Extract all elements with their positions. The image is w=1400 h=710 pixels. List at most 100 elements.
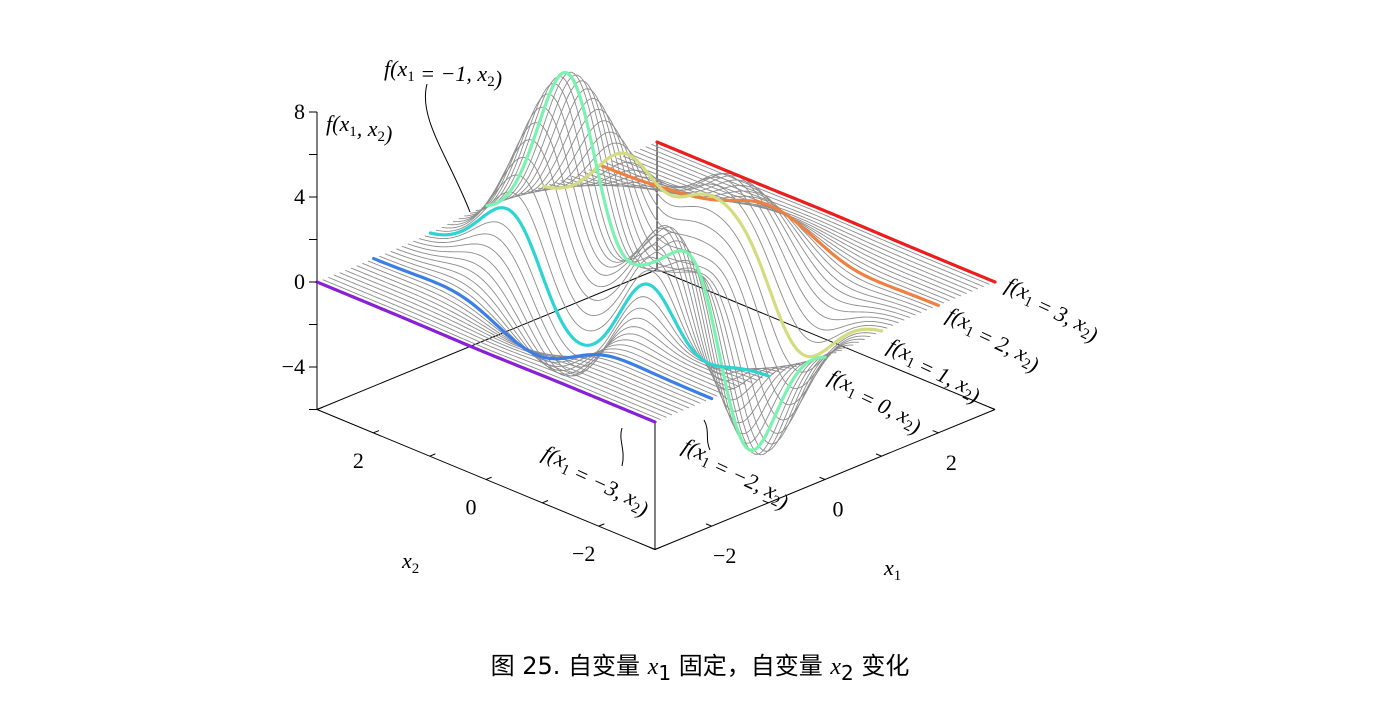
- label-var: x: [476, 61, 487, 86]
- mesh-curve: [396, 248, 735, 390]
- x1-tick: [762, 500, 769, 504]
- slice-curve-x1-3: [655, 140, 997, 284]
- leader-line: [620, 427, 624, 467]
- label-var: x: [367, 116, 378, 141]
- mesh-curve: [384, 253, 724, 395]
- x2-tick: [542, 500, 549, 504]
- mesh-curve: [554, 169, 894, 331]
- x2-tick: [373, 430, 380, 434]
- x1-tick: [875, 453, 882, 457]
- z-tick-label: 0: [294, 269, 305, 294]
- mesh-curve: [418, 233, 758, 381]
- leader-line: [425, 83, 471, 213]
- mesh-curve: [401, 245, 741, 388]
- label-subscript: 2: [412, 561, 420, 577]
- slice-curve-x1-m2: [372, 256, 714, 401]
- slice-label-x1-m1: f(x1 = −1, x2): [384, 56, 502, 91]
- z-tick-label: 4: [294, 184, 305, 209]
- slice-curve-x1-0: [485, 70, 827, 453]
- mesh-curve: [481, 75, 820, 444]
- slice-label-x1-0: f(x1 = 0, x2): [821, 364, 929, 439]
- mesh-curve: [549, 161, 888, 343]
- mesh-curve: [515, 98, 854, 434]
- mesh-curve: [628, 153, 967, 295]
- label-var: x: [396, 56, 407, 81]
- caption-sub2: 2: [841, 660, 854, 685]
- mesh-curve: [475, 83, 814, 435]
- x2-tick: [429, 453, 436, 457]
- x1-tick-label: −2: [713, 543, 736, 568]
- mesh-curve: [328, 276, 667, 418]
- mesh-curve: [345, 269, 684, 411]
- mesh-curve: [498, 74, 837, 456]
- z-tick-label: 8: [294, 99, 305, 124]
- label-text: = −1,: [415, 61, 478, 86]
- mesh-curve: [356, 265, 695, 407]
- slice-annotations: f(x1 = −3, x2)f(x1 = −2, x2)f(x1 = −1, x…: [384, 56, 1102, 522]
- slice-label-x1-m2: f(x1 = −2, x2): [675, 433, 797, 515]
- mesh-curve: [452, 139, 792, 390]
- label-subscript: 1: [349, 124, 357, 140]
- label-text: f(: [384, 56, 399, 81]
- slice-curve-x1-1: [542, 151, 884, 359]
- mesh-curve: [634, 150, 973, 292]
- axis-labels: x2 x1f(x1, x2): [326, 111, 901, 584]
- label-text: ,: [357, 116, 368, 141]
- mesh-curve: [339, 272, 678, 414]
- label-var: x: [883, 555, 894, 580]
- x2-tick: [316, 406, 323, 410]
- slice-curve-x1-m1: [428, 206, 770, 378]
- mesh-curve: [651, 143, 990, 285]
- label-text: ): [383, 121, 392, 146]
- mesh-curve: [645, 146, 984, 288]
- label-subscript: 1: [407, 69, 415, 85]
- axes-frame: [316, 112, 996, 550]
- x1-tick: [819, 476, 826, 480]
- x1-tick: [705, 523, 712, 527]
- caption-suffix: 变化: [853, 652, 910, 680]
- mesh-curve: [390, 250, 729, 392]
- mesh-curve: [367, 260, 707, 402]
- figure-caption: 图 25. 自变量 x1 固定，自变量 x2 变化: [0, 646, 1400, 685]
- label-text: f(: [326, 111, 341, 136]
- label-text: ): [493, 66, 502, 91]
- x1-tick-label: 2: [946, 450, 957, 475]
- caption-middle: 固定，自变量: [671, 652, 831, 680]
- slice-label-x1-2: f(x1 = 2, x2): [939, 302, 1047, 377]
- slice-curve-x1-m3: [315, 280, 657, 424]
- mesh-curve: [322, 279, 661, 421]
- label-subscript: 2: [377, 129, 385, 145]
- z-axis-label: f(x1, x2): [326, 111, 392, 146]
- x2-tick: [598, 523, 605, 527]
- x2-tick-label: 2: [353, 448, 364, 473]
- mesh-curve: [611, 160, 950, 302]
- label-subscript: 1: [894, 568, 902, 584]
- mesh-curve: [639, 148, 979, 290]
- z-tick-label: −4: [282, 354, 305, 379]
- mesh-curve: [333, 274, 673, 416]
- label-subscript: 2: [487, 74, 495, 90]
- label-var: x: [338, 111, 349, 136]
- mesh-curve: [492, 71, 831, 455]
- leader-line: [703, 419, 711, 451]
- label-var: x: [401, 548, 412, 573]
- mesh-curve: [435, 191, 775, 375]
- label-text: = −2,: [705, 450, 772, 499]
- x1-axis-label: x1: [883, 555, 901, 584]
- caption-prefix: 图 25. 自变量: [490, 652, 648, 680]
- x2-tick-label: −2: [572, 541, 595, 566]
- x2-tick: [485, 476, 492, 480]
- x1-tick: [932, 430, 939, 434]
- x2-tick: [654, 546, 661, 550]
- x1-tick: [649, 546, 656, 550]
- mesh-curve: [469, 93, 809, 424]
- x2-axis-label: x2: [401, 548, 419, 577]
- mesh-curve: [594, 167, 933, 309]
- x1-tick-label: 0: [832, 496, 843, 521]
- axis-ticks: −4 0 4 8 −2 0 2 −2 0 2: [282, 99, 996, 568]
- slice-label-x1-m3: f(x1 = −3, x2): [535, 440, 657, 522]
- caption-var2: x: [830, 654, 841, 680]
- mesh-curve: [447, 156, 786, 382]
- mesh-curve: [413, 240, 752, 383]
- x1-tick: [989, 406, 996, 410]
